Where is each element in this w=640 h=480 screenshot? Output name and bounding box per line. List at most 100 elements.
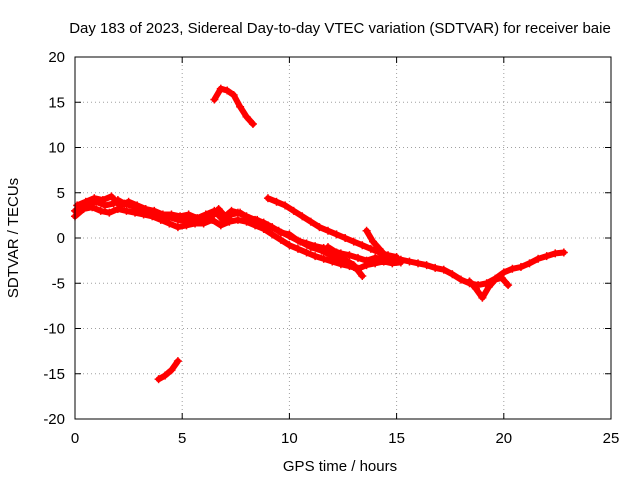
data-point xyxy=(497,273,506,282)
data-point xyxy=(354,253,363,262)
series-pass-rise-9h xyxy=(265,195,400,260)
data-point xyxy=(375,244,384,253)
data-point xyxy=(448,270,457,279)
data-point xyxy=(184,210,193,219)
data-point xyxy=(105,208,114,217)
data-point xyxy=(182,221,191,230)
data-point xyxy=(371,259,380,268)
data-point xyxy=(248,119,257,128)
data-point xyxy=(465,277,474,286)
data-point xyxy=(223,86,232,95)
data-point xyxy=(210,206,219,215)
data-point xyxy=(349,261,358,270)
data-point xyxy=(263,194,272,203)
data-point xyxy=(306,217,315,226)
data-point xyxy=(161,371,170,380)
data-point xyxy=(272,197,281,206)
data-point xyxy=(244,214,253,223)
data-point xyxy=(388,257,397,266)
data-point xyxy=(323,226,332,235)
data-point xyxy=(341,255,350,264)
data-point xyxy=(499,268,508,277)
data-point xyxy=(167,366,176,375)
data-point xyxy=(216,221,225,230)
data-point xyxy=(210,95,219,104)
x-tick-label: 0 xyxy=(71,430,79,447)
data-point xyxy=(328,252,337,261)
data-point xyxy=(139,210,148,219)
data-point xyxy=(484,282,493,291)
data-point xyxy=(116,201,125,210)
data-point xyxy=(311,252,320,261)
data-point xyxy=(323,243,332,252)
data-layer xyxy=(71,84,568,384)
data-point xyxy=(90,194,99,203)
data-point xyxy=(201,210,210,219)
data-point xyxy=(534,254,543,263)
data-point xyxy=(173,357,182,366)
data-point xyxy=(289,206,298,215)
data-point xyxy=(107,192,116,201)
series-pass-low xyxy=(155,358,181,383)
data-point xyxy=(216,84,225,93)
data-point xyxy=(133,201,142,210)
data-point xyxy=(208,215,217,224)
data-point xyxy=(79,205,88,214)
data-point xyxy=(349,237,358,246)
data-point xyxy=(296,237,305,246)
data-point xyxy=(236,208,245,217)
data-point xyxy=(431,263,440,272)
data-point xyxy=(551,249,560,258)
data-point xyxy=(199,219,208,228)
data-point xyxy=(148,212,157,221)
data-point xyxy=(150,206,159,215)
data-point xyxy=(319,254,328,263)
data-point xyxy=(362,261,371,270)
data-point xyxy=(456,275,465,284)
data-point xyxy=(315,223,324,232)
y-tick-label: -15 xyxy=(43,366,65,383)
data-point xyxy=(229,91,238,100)
data-point xyxy=(268,230,277,239)
data-point xyxy=(81,197,90,206)
y-tick-label: 5 xyxy=(57,185,65,202)
data-point xyxy=(478,293,487,302)
data-point xyxy=(358,272,367,281)
data-point xyxy=(298,212,307,221)
data-point xyxy=(317,246,326,255)
x-tick-label: 5 xyxy=(178,430,186,447)
data-point xyxy=(156,215,165,224)
data-point xyxy=(253,215,262,224)
data-point xyxy=(276,235,285,244)
data-point xyxy=(263,221,272,230)
data-point xyxy=(233,215,242,224)
data-point xyxy=(439,265,448,274)
data-point xyxy=(542,252,551,261)
data-point xyxy=(193,214,202,223)
data-point xyxy=(281,201,290,210)
y-tick-label: 10 xyxy=(48,140,65,157)
data-point xyxy=(332,248,341,257)
data-point xyxy=(131,208,140,217)
data-point xyxy=(176,212,185,221)
data-point xyxy=(362,226,371,235)
data-point xyxy=(332,230,341,239)
data-point xyxy=(405,257,414,266)
data-point xyxy=(274,226,283,235)
data-point xyxy=(366,244,375,253)
data-point xyxy=(341,234,350,242)
y-tick-label: -10 xyxy=(43,321,65,338)
data-point xyxy=(124,197,133,206)
data-point xyxy=(165,219,174,228)
data-point xyxy=(154,375,163,384)
x-axis-label: GPS time / hours xyxy=(283,458,397,475)
data-point xyxy=(191,219,200,228)
data-point xyxy=(358,241,367,250)
data-point xyxy=(227,210,236,219)
data-point xyxy=(379,257,388,266)
data-point xyxy=(471,284,480,293)
data-point xyxy=(218,215,227,224)
data-point xyxy=(396,258,405,267)
axis-layer: 0 5 10 15 20 25 20 15 10 5 0 -5 -10 -15 -20 xyxy=(43,49,619,447)
